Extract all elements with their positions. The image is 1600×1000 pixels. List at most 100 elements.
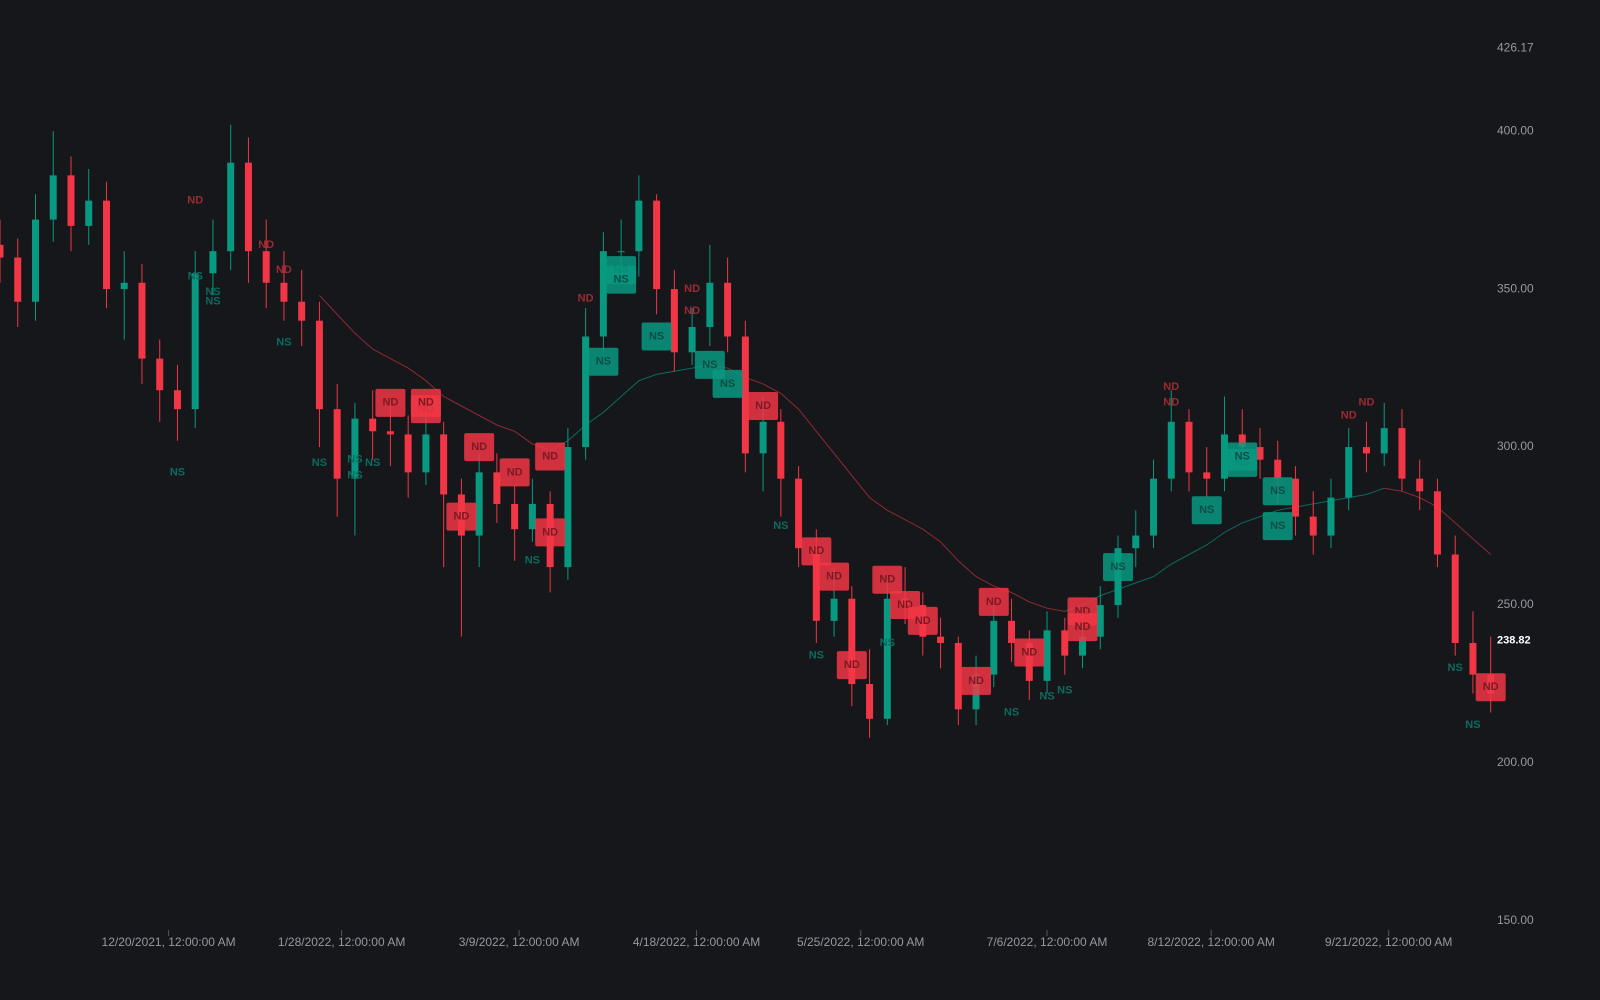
signal-box — [535, 518, 566, 547]
candle-body — [351, 418, 359, 479]
candle-body — [528, 503, 536, 530]
signal-box-label: ND — [471, 441, 487, 453]
y-tick-label: 300.00 — [1497, 439, 1534, 453]
signal-label: NS — [525, 555, 540, 567]
signal-box-label: NS — [1270, 485, 1285, 497]
signal-box-label: NS — [702, 359, 717, 371]
candle-body — [635, 200, 643, 252]
candle-body — [49, 175, 57, 220]
signal-label: ND — [1341, 409, 1357, 421]
signal-box-label: NS — [720, 378, 735, 390]
y-tick-label: 200.00 — [1497, 755, 1534, 769]
candle-body — [138, 282, 146, 359]
candle-body — [333, 409, 341, 479]
last-price-label: 238.82 — [1497, 634, 1531, 646]
signal-box — [1014, 638, 1045, 667]
candle-body — [1274, 459, 1282, 479]
x-tick-label: 12/20/2021, 12:00:00 AM — [102, 935, 236, 949]
candle-body — [1398, 428, 1406, 479]
candle-body — [830, 598, 838, 621]
signal-box-label: ND — [1021, 646, 1037, 658]
signal-label: NS — [312, 457, 327, 469]
candle-body — [1132, 535, 1140, 549]
candle-body — [1220, 434, 1228, 479]
candle-body — [67, 175, 75, 226]
y-tick-label: 400.00 — [1497, 123, 1534, 137]
candle-body — [599, 251, 607, 337]
candle-body — [298, 301, 306, 321]
signal-box-label: ND — [808, 545, 824, 557]
candle-body — [1079, 636, 1087, 656]
candle-body — [1256, 447, 1264, 460]
x-tick-label: 3/9/2022, 12:00:00 AM — [459, 935, 580, 949]
candle-body — [653, 200, 661, 290]
moving-average — [549, 364, 710, 451]
signal-box-label: ND — [382, 397, 398, 409]
x-tick-label: 8/12/2022, 12:00:00 AM — [1147, 935, 1274, 949]
signal-box-label: NS — [596, 356, 611, 368]
candle-body — [1167, 421, 1175, 479]
signal-label: NS — [809, 650, 824, 662]
candle-body — [688, 327, 696, 353]
signal-box — [961, 666, 992, 695]
candle-body — [1380, 428, 1388, 454]
candle-body — [1469, 642, 1477, 675]
signal-label: NS — [170, 466, 185, 478]
signal-box — [588, 347, 619, 376]
signal-box — [1475, 673, 1506, 702]
signal-box-label: NS — [649, 330, 664, 342]
candle-body — [120, 282, 128, 290]
candle-body — [14, 257, 22, 302]
candle-body — [812, 548, 820, 621]
candle-body — [937, 636, 945, 643]
candle-body — [422, 434, 430, 473]
candle-body — [670, 289, 678, 353]
candle-body — [475, 472, 483, 536]
signal-label: ND — [684, 305, 700, 317]
signal-box-label: NS — [613, 274, 628, 286]
candle-body — [1185, 421, 1193, 473]
signal-box-label: NS — [1110, 561, 1125, 573]
candle-body — [1203, 472, 1211, 479]
signal-box — [819, 562, 850, 591]
candle-body — [1362, 447, 1370, 454]
signal-label: NS — [880, 637, 895, 649]
candle-body — [280, 282, 288, 302]
signal-box-label: ND — [915, 615, 931, 627]
x-tick-label: 7/6/2022, 12:00:00 AM — [987, 935, 1108, 949]
signal-box-label: ND — [1075, 621, 1091, 633]
candle-body — [85, 200, 93, 226]
candle-body — [1345, 447, 1353, 498]
signal-box — [641, 322, 672, 351]
candle-body — [1238, 434, 1246, 448]
signal-box-label: ND — [453, 510, 469, 522]
candle-body — [315, 320, 323, 410]
signal-box-label: NS — [1235, 450, 1250, 462]
signal-box-label: ND — [1483, 681, 1499, 693]
candle-body — [1008, 620, 1016, 643]
x-tick-label: 4/18/2022, 12:00:00 AM — [633, 935, 760, 949]
candle-body — [883, 598, 891, 719]
signal-box — [446, 502, 477, 531]
signal-box — [1227, 442, 1258, 471]
y-tick-label: 426.17 — [1497, 41, 1534, 55]
signal-label: NS — [1039, 691, 1054, 703]
signal-box — [499, 458, 530, 487]
signal-label: NS — [276, 337, 291, 349]
candle-body — [1451, 554, 1459, 643]
signal-label: ND — [578, 292, 594, 304]
signal-box-label: ND — [418, 397, 434, 409]
candle-body — [706, 282, 714, 328]
candle-body — [1043, 630, 1051, 681]
candle-body — [564, 447, 572, 568]
signal-box-label: ND — [542, 526, 558, 538]
candle-body — [404, 434, 412, 473]
x-tick-label: 5/25/2022, 12:00:00 AM — [797, 935, 924, 949]
candle-body — [209, 251, 217, 274]
y-tick-label: 150.00 — [1497, 913, 1534, 927]
signal-box — [1103, 553, 1134, 582]
candle-body — [31, 219, 39, 302]
signal-label: ND — [258, 239, 274, 251]
candle-body — [1416, 478, 1424, 492]
signal-box — [1262, 477, 1293, 506]
